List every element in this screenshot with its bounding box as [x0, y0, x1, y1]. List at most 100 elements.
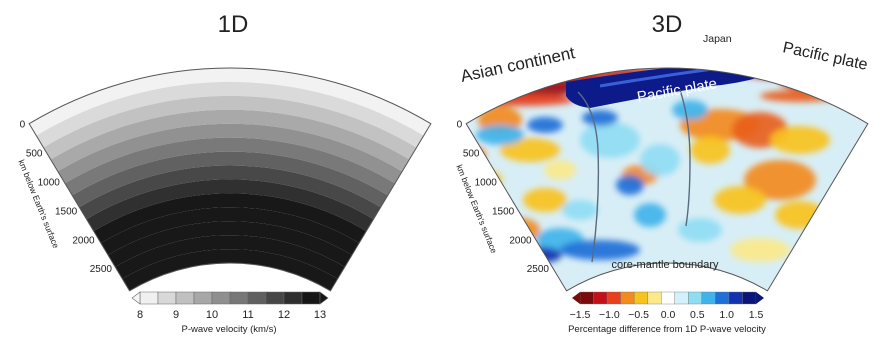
right-wedge-outline: [465, 67, 869, 292]
colorbar-tick-label: 8: [137, 309, 143, 321]
velocity-anomaly: [744, 160, 816, 200]
colorbar-swatch: [301, 291, 321, 305]
depth-tick-label: 1000: [475, 178, 498, 189]
colorbar-swatch: [175, 291, 195, 305]
velocity-anomaly: [616, 175, 644, 195]
anomaly-colorbar: −1.5 −1.0 −0.5 0.0 0.5 1.0 1.5 Percentage diff…: [568, 291, 766, 335]
slab-trace-outline: [577, 89, 691, 263]
velocity-anomaly: [562, 200, 598, 220]
colorbar-swatch: [157, 291, 177, 305]
colorbar-swatch: [715, 291, 730, 305]
annotation-core-mantle-boundary: core-mantle boundary: [611, 259, 719, 271]
velocity-anomaly: [672, 100, 708, 120]
colorbar-swatch: [742, 291, 757, 305]
colorbar-swatch: [688, 291, 703, 305]
left-panel: 1D 0 500 1000 1500 2000 2500 km below Earth's…: [16, 11, 432, 335]
colorbar-tick-label: 0.0: [661, 309, 676, 321]
velocity-anomaly: [527, 117, 563, 133]
colorbar-swatch: [193, 291, 213, 305]
colorbar-tick-label: −1.5: [570, 309, 591, 321]
velocity-shell: [79, 165, 381, 220]
colorbar-swatch: [674, 291, 689, 305]
colorbar-tick-label: 11: [242, 309, 253, 321]
velocity-shell: [115, 235, 345, 279]
colorbar-tick-label: −0.5: [628, 309, 649, 321]
velocity-anomaly: [523, 188, 567, 212]
velocity-colorbar: 8 9 10 11 12 13 P-wave velocity (km/s): [131, 291, 329, 335]
velocity-anomaly: [466, 94, 575, 106]
depth-tick-label: 1000: [38, 178, 61, 189]
colorbar-tick-label: 13: [314, 309, 326, 321]
annotation-asian-continent: Asian continent: [459, 43, 577, 86]
colorbar-tick-label: 1.0: [719, 309, 734, 321]
velocity-shell: [50, 109, 410, 172]
velocity-shells: [29, 68, 431, 291]
velocity-anomaly: [640, 144, 680, 176]
velocity-shell: [72, 151, 388, 208]
colorbar-swatch: [661, 291, 675, 305]
colorbar-low-arrow: [131, 291, 141, 305]
annotation-japan: Japan: [703, 33, 732, 45]
velocity-anomaly: [634, 203, 666, 227]
velocity-shell: [100, 207, 360, 256]
right-depth-ticks: 0 500 1000 1500 2000 2500: [457, 120, 550, 276]
velocity-shell: [122, 249, 338, 291]
velocity-anomaly: [560, 240, 640, 260]
colorbar-swatch: [647, 291, 662, 305]
colorbar-swatch: [728, 291, 743, 305]
velocity-anomaly: [690, 136, 730, 164]
depth-tick-label: 500: [463, 149, 480, 160]
colorbar-swatch: [593, 291, 608, 305]
velocity-shell: [36, 81, 424, 148]
velocity-shell: [86, 179, 374, 232]
velocity-anomaly: [582, 110, 618, 126]
velocity-shell: [43, 95, 417, 160]
depth-tick-label: 0: [20, 120, 26, 131]
colorbar-tick-label: 10: [206, 309, 218, 321]
colorbar-swatch: [247, 291, 267, 305]
colorbar-tick-label: 1.5: [749, 309, 764, 321]
velocity-anomaly: [500, 138, 560, 162]
depth-tick-label: 0: [457, 120, 463, 131]
slab-anomaly: [566, 68, 770, 108]
colorbar-high-arrow: [756, 292, 764, 304]
velocity-anomaly: [476, 125, 524, 145]
colorbar-tick-label: 12: [278, 309, 290, 321]
depth-tick-label: 1500: [492, 206, 515, 217]
velocity-shell: [93, 193, 367, 244]
colorbar-tick-label: 9: [173, 309, 179, 321]
velocity-anomaly: [730, 238, 790, 262]
colorbar-swatch: [633, 291, 648, 305]
colorbar-tick-label: −1.0: [599, 309, 620, 321]
depth-tick-label: 500: [26, 149, 43, 160]
depth-tick-label: 2500: [90, 264, 113, 275]
left-wedge-outline: [28, 67, 432, 292]
depth-tick-label: 2000: [509, 235, 532, 246]
left-depth-axis-label: km below Earth's surface: [16, 158, 61, 250]
velocity-shell: [29, 68, 431, 136]
depth-tick-label: 2000: [72, 235, 95, 246]
colorbar-swatch: [211, 291, 231, 305]
velocity-anomaly: [714, 186, 766, 214]
colorbar-low-arrow: [572, 292, 580, 304]
colorbar-swatch: [620, 291, 635, 305]
annotation-pacific-plate-top: Pacific plate: [781, 39, 869, 74]
velocity-anomaly: [580, 122, 640, 158]
colorbar-swatch: [229, 291, 249, 305]
colorbar-swatch: [579, 291, 594, 305]
colorbar-high-arrow: [319, 291, 329, 305]
velocity-anomaly: [775, 201, 825, 229]
velocity-anomaly: [518, 247, 562, 263]
colorbar-swatch: [265, 291, 285, 305]
colorbar-swatch: [606, 291, 621, 305]
left-depth-ticks: 0 500 1000 1500 2000 2500: [20, 120, 113, 276]
colorbar-swatch: [701, 291, 716, 305]
velocity-shell: [108, 221, 352, 267]
depth-tick-label: 1500: [55, 206, 78, 217]
right-panel-title: 3D: [652, 11, 683, 38]
depth-tick-label: 2500: [527, 264, 550, 275]
velocity-anomaly: [678, 218, 722, 242]
velocity-shell: [57, 123, 403, 184]
